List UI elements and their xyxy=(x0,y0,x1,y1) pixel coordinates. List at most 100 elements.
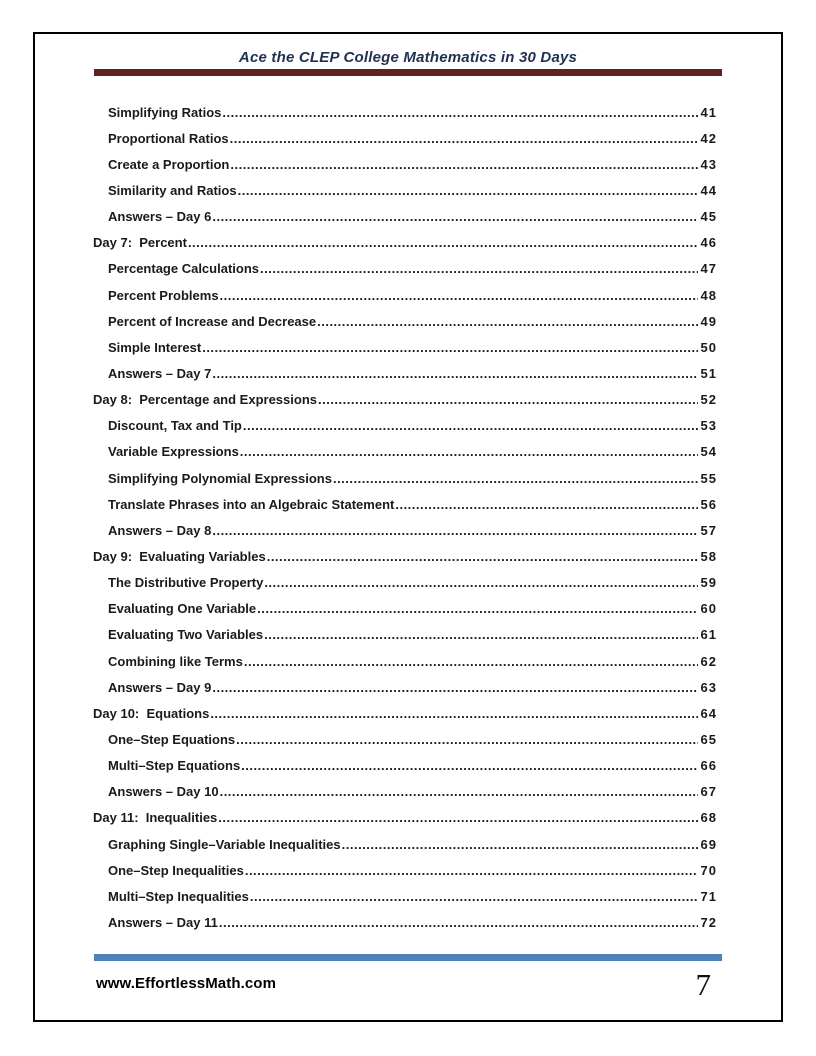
toc-entry-label: Answers – Day 9 xyxy=(108,679,212,695)
toc-dot-leader: ........................................… xyxy=(236,732,698,746)
toc-dot-leader: ........................................… xyxy=(264,576,698,590)
toc-entry[interactable]: Percent of Increase and Decrease .......… xyxy=(93,308,717,334)
toc-entry[interactable]: Translate Phrases into an Algebraic Stat… xyxy=(93,491,717,517)
toc-entry-page: 68 xyxy=(700,810,717,826)
toc-entry-page: 61 xyxy=(700,627,717,643)
toc-dot-leader: ........................................… xyxy=(187,236,698,250)
toc-dot-leader: ........................................… xyxy=(266,549,698,563)
toc-entry-page: 67 xyxy=(700,784,717,800)
toc-entry-page: 64 xyxy=(700,705,717,721)
toc-dot-leader: ........................................… xyxy=(219,785,698,799)
toc-entry-label: Answers – Day 8 xyxy=(108,522,212,538)
toc-entry-label: Simplifying Polynomial Expressions xyxy=(108,470,332,486)
toc-entry-page: 55 xyxy=(700,470,717,486)
toc-entry[interactable]: The Distributive Property ..............… xyxy=(93,570,717,596)
toc-entry-label: Percent of Increase and Decrease xyxy=(108,313,317,329)
toc-dot-leader: ........................................… xyxy=(212,523,698,537)
toc-dot-leader: ........................................… xyxy=(260,262,698,276)
toc-entry[interactable]: Multi–Step Inequalities ................… xyxy=(93,883,717,909)
toc-dot-leader: ........................................… xyxy=(257,602,698,616)
toc-entry[interactable]: One–Step Inequalities ..................… xyxy=(93,857,717,883)
toc-entry[interactable]: Evaluating Two Variables ...............… xyxy=(93,622,717,648)
toc-entry-page: 69 xyxy=(700,836,717,852)
toc-entry[interactable]: Evaluating One Variable ................… xyxy=(93,596,717,622)
toc-entry[interactable]: Combining like Terms ...................… xyxy=(93,648,717,674)
toc-entry[interactable]: Day 8: Percentage and Expressions ......… xyxy=(93,387,717,413)
toc-entry-label: Similarity and Ratios xyxy=(108,182,237,198)
toc-entry[interactable]: Day 7: Percent .........................… xyxy=(93,230,717,256)
toc-dot-leader: ........................................… xyxy=(222,105,698,119)
toc-entry[interactable]: Similarity and Ratios ..................… xyxy=(93,177,717,203)
footer-rule xyxy=(94,954,722,961)
header-rule xyxy=(94,69,722,76)
toc-entry-page: 65 xyxy=(700,731,717,747)
toc-entry-label: Answers – Day 6 xyxy=(108,209,212,225)
toc-entry-label: One–Step Inequalities xyxy=(108,862,244,878)
toc-dot-leader: ........................................… xyxy=(317,393,698,407)
toc-entry-label: Answers – Day 11 xyxy=(108,914,218,930)
toc-entry[interactable]: Discount, Tax and Tip ..................… xyxy=(93,413,717,439)
toc-entry-page: 63 xyxy=(700,679,717,695)
toc-entry[interactable]: Graphing Single–Variable Inequalities ..… xyxy=(93,831,717,857)
toc-entry[interactable]: Answers – Day 11 .......................… xyxy=(93,909,717,935)
toc-entry[interactable]: Day 10: Equations ......................… xyxy=(93,700,717,726)
toc-dot-leader: ........................................… xyxy=(237,183,698,197)
toc-entry[interactable]: Answers – Day 9 ........................… xyxy=(93,674,717,700)
website-link[interactable]: www.EffortlessMath.com xyxy=(96,975,277,992)
toc-entry-label: Evaluating Two Variables xyxy=(108,627,264,643)
toc-entry-label: Graphing Single–Variable Inequalities xyxy=(108,836,341,852)
toc-entry-page: 46 xyxy=(700,235,717,251)
page-number: 7 xyxy=(695,967,712,1002)
toc-entry-page: 56 xyxy=(700,496,717,512)
toc-entry-label: Variable Expressions xyxy=(108,444,239,460)
toc-entry[interactable]: Variable Expressions ...................… xyxy=(93,439,717,465)
toc-entry[interactable]: Create a Proportion ....................… xyxy=(93,151,717,177)
toc-entry-label: Multi–Step Equations xyxy=(108,758,241,774)
toc-entry-label: Combining like Terms xyxy=(108,653,243,669)
toc-dot-leader: ........................................… xyxy=(202,340,698,354)
toc-entry-page: 60 xyxy=(700,601,717,617)
toc-entry-page: 43 xyxy=(700,156,717,172)
toc-entry[interactable]: Proportional Ratios ....................… xyxy=(93,125,717,151)
toc-entry[interactable]: Day 9: Evaluating Variables ............… xyxy=(93,543,717,569)
toc-entry[interactable]: One–Step Equations .....................… xyxy=(93,726,717,752)
toc-entry-label: Percentage Calculations xyxy=(108,261,259,277)
toc-entry-page: 59 xyxy=(700,575,717,591)
toc-entry[interactable]: Answers – Day 8 ........................… xyxy=(93,517,717,543)
toc-entry[interactable]: Answers – Day 10 .......................… xyxy=(93,779,717,805)
toc-entry-label: Simple Interest xyxy=(108,339,202,355)
toc-entry-label: Day 9: Evaluating Variables xyxy=(93,548,266,564)
toc-entry-label: Day 10: Equations xyxy=(93,705,210,721)
toc-dot-leader: ........................................… xyxy=(244,863,698,877)
toc-entry-page: 41 xyxy=(700,104,717,120)
toc-entry[interactable]: Simplifying Polynomial Expressions .....… xyxy=(93,465,717,491)
toc-dot-leader: ........................................… xyxy=(219,288,698,302)
toc-dot-leader: ........................................… xyxy=(212,680,698,694)
toc-entry-page: 50 xyxy=(700,339,717,355)
toc-entry-label: Answers – Day 10 xyxy=(108,784,219,800)
toc-entry-label: Discount, Tax and Tip xyxy=(108,418,242,434)
toc-entry-page: 54 xyxy=(700,444,717,460)
toc-entry[interactable]: Simplifying Ratios .....................… xyxy=(93,99,717,125)
toc-entry[interactable]: Day 11: Inequalities ...................… xyxy=(93,805,717,831)
toc-entry[interactable]: Answers – Day 6 ........................… xyxy=(93,204,717,230)
toc-dot-leader: ........................................… xyxy=(264,628,698,642)
table-of-contents: Simplifying Ratios .....................… xyxy=(93,99,717,936)
toc-dot-leader: ........................................… xyxy=(341,837,698,851)
toc-entry[interactable]: Percentage Calculations ................… xyxy=(93,256,717,282)
toc-entry[interactable]: Simple Interest ........................… xyxy=(93,334,717,360)
toc-entry-label: Percent Problems xyxy=(108,287,219,303)
toc-dot-leader: ........................................… xyxy=(212,366,698,380)
toc-dot-leader: ........................................… xyxy=(243,654,698,668)
toc-dot-leader: ........................................… xyxy=(218,811,698,825)
toc-entry[interactable]: Percent Problems .......................… xyxy=(93,282,717,308)
toc-entry[interactable]: Multi–Step Equations ...................… xyxy=(93,753,717,779)
toc-entry-page: 42 xyxy=(700,130,717,146)
toc-entry[interactable]: Answers – Day 7 ........................… xyxy=(93,360,717,386)
toc-entry-label: Day 7: Percent xyxy=(93,235,187,251)
toc-dot-leader: ........................................… xyxy=(249,889,698,903)
toc-dot-leader: ........................................… xyxy=(317,314,698,328)
toc-dot-leader: ........................................… xyxy=(218,915,698,929)
toc-entry-label: Multi–Step Inequalities xyxy=(108,888,249,904)
toc-entry-page: 58 xyxy=(700,548,717,564)
